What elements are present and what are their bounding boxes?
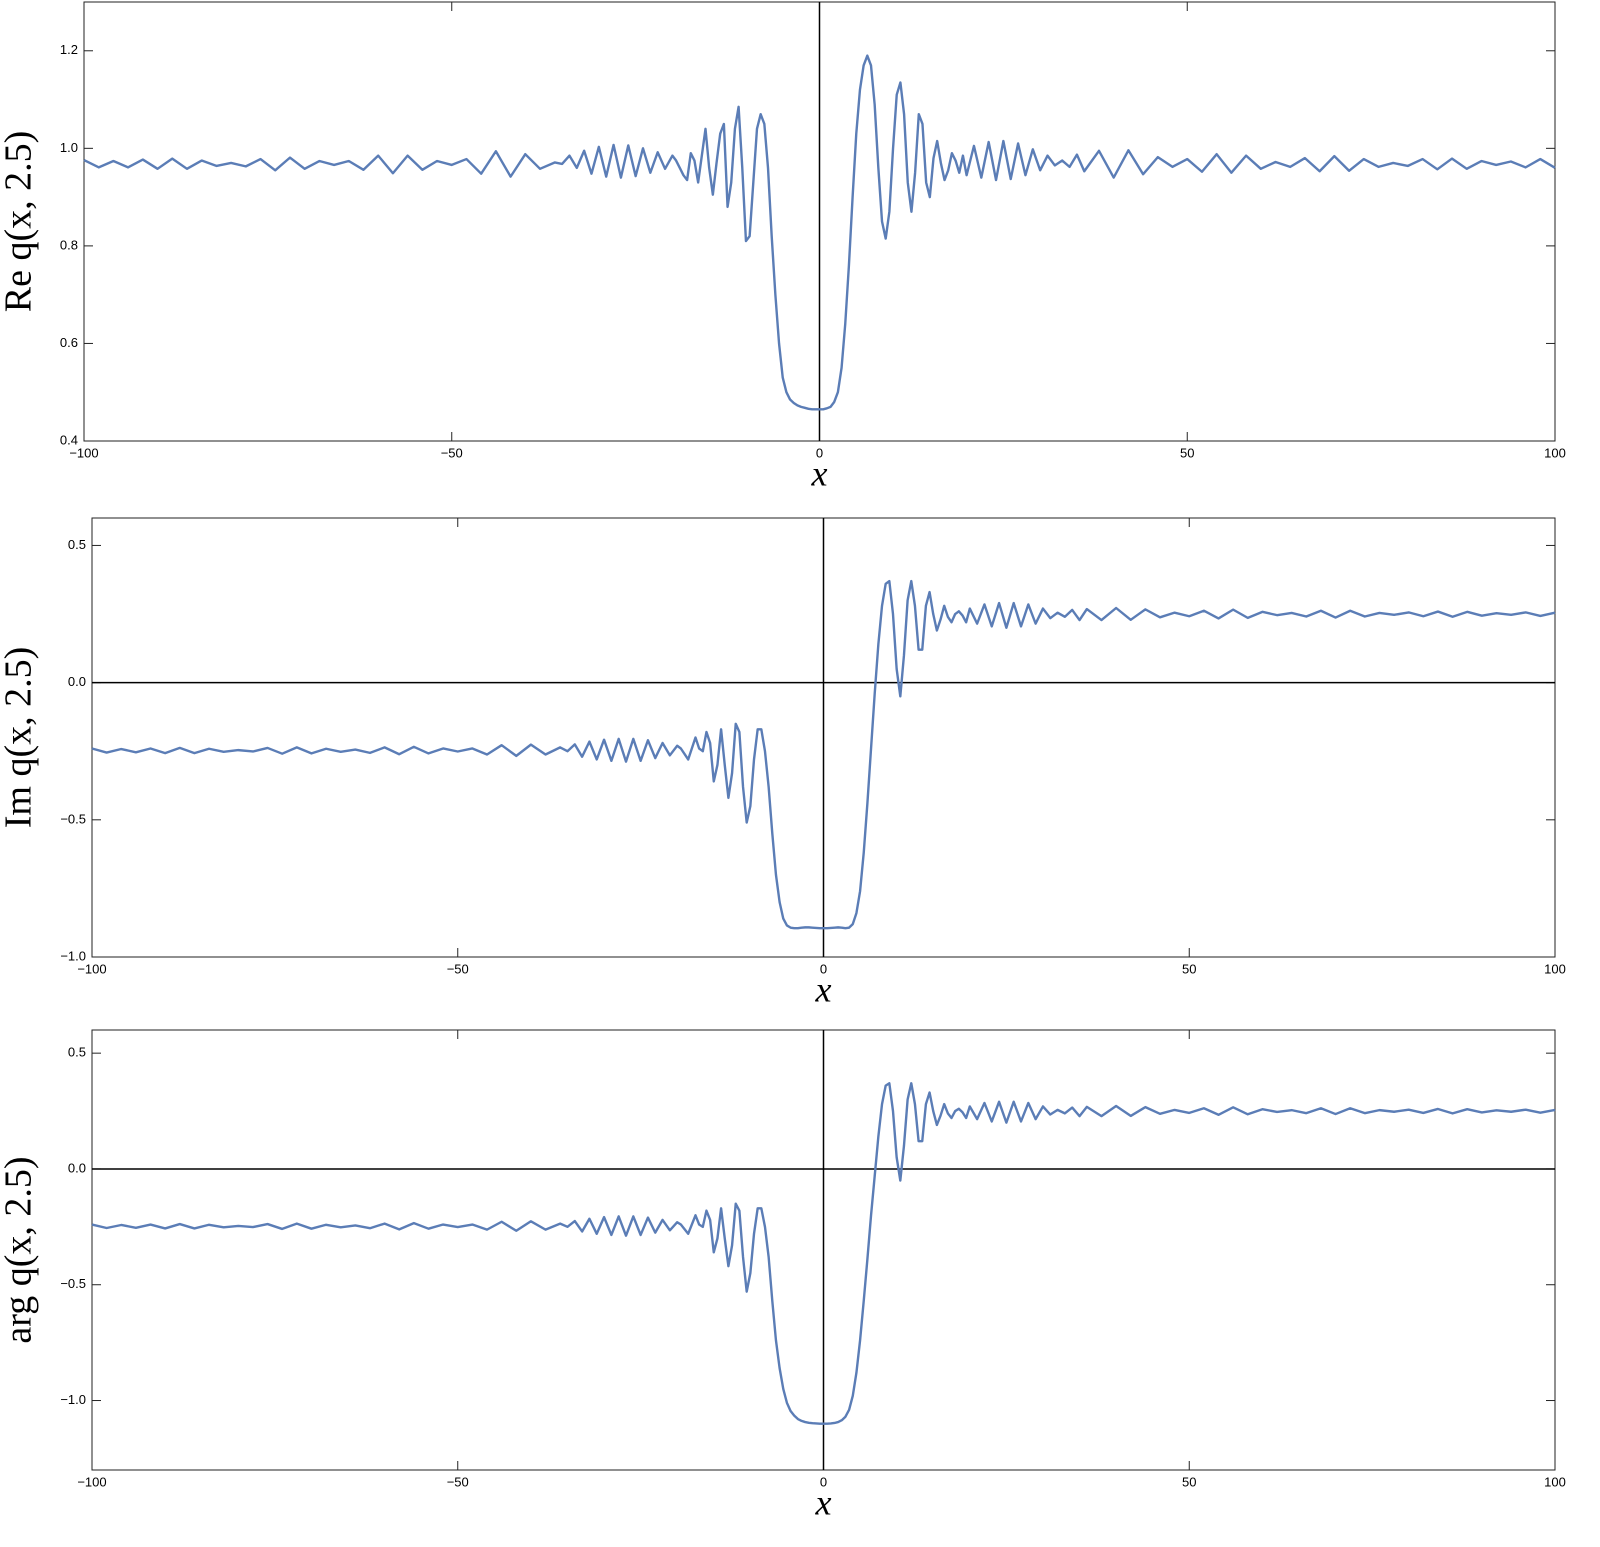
y-tick-label: 0.5 — [68, 1045, 86, 1060]
data-line — [83, 54, 1556, 411]
y-tick-label: 0.0 — [68, 674, 86, 689]
y-tick-label: 0.4 — [60, 432, 78, 447]
x-axis-title: x — [811, 453, 828, 493]
x-tick-label: −100 — [77, 961, 106, 976]
x-tick-label: 100 — [1544, 1474, 1566, 1489]
y-tick-label: −0.5 — [60, 1276, 86, 1291]
y-tick-label: −1.0 — [60, 1392, 86, 1407]
y-tick-label: 0.0 — [68, 1160, 86, 1175]
y-tick-label: 0.8 — [60, 237, 78, 252]
y-axis-title: arg q(x, 2.5) — [0, 1156, 40, 1343]
x-tick-label: 100 — [1544, 961, 1566, 976]
y-axis-title: Re q(x, 2.5) — [0, 131, 40, 313]
x-tick-label: −100 — [77, 1474, 106, 1489]
x-tick-label: 50 — [1182, 1474, 1196, 1489]
data-line — [91, 1082, 1556, 1425]
x-tick-label: 50 — [1182, 961, 1196, 976]
x-tick-label: 0 — [820, 1474, 827, 1489]
x-tick-label: −100 — [69, 445, 98, 460]
y-tick-label: −0.5 — [60, 811, 86, 826]
x-tick-label: −50 — [441, 445, 463, 460]
y-tick-label: 0.5 — [68, 537, 86, 552]
x-tick-label: 50 — [1180, 445, 1194, 460]
x-tick-label: 0 — [816, 445, 823, 460]
y-tick-label: −1.0 — [60, 948, 86, 963]
data-line — [91, 579, 1556, 930]
x-tick-label: −50 — [447, 1474, 469, 1489]
y-axis-title: Im q(x, 2.5) — [0, 647, 40, 829]
x-tick-label: −50 — [447, 961, 469, 976]
x-axis-title: x — [815, 1482, 832, 1522]
y-tick-label: 1.0 — [60, 140, 78, 155]
y-tick-label: 1.2 — [60, 42, 78, 57]
x-axis-title: x — [815, 969, 832, 1009]
y-tick-label: 0.6 — [60, 335, 78, 350]
x-tick-label: 100 — [1544, 445, 1566, 460]
x-tick-label: 0 — [820, 961, 827, 976]
